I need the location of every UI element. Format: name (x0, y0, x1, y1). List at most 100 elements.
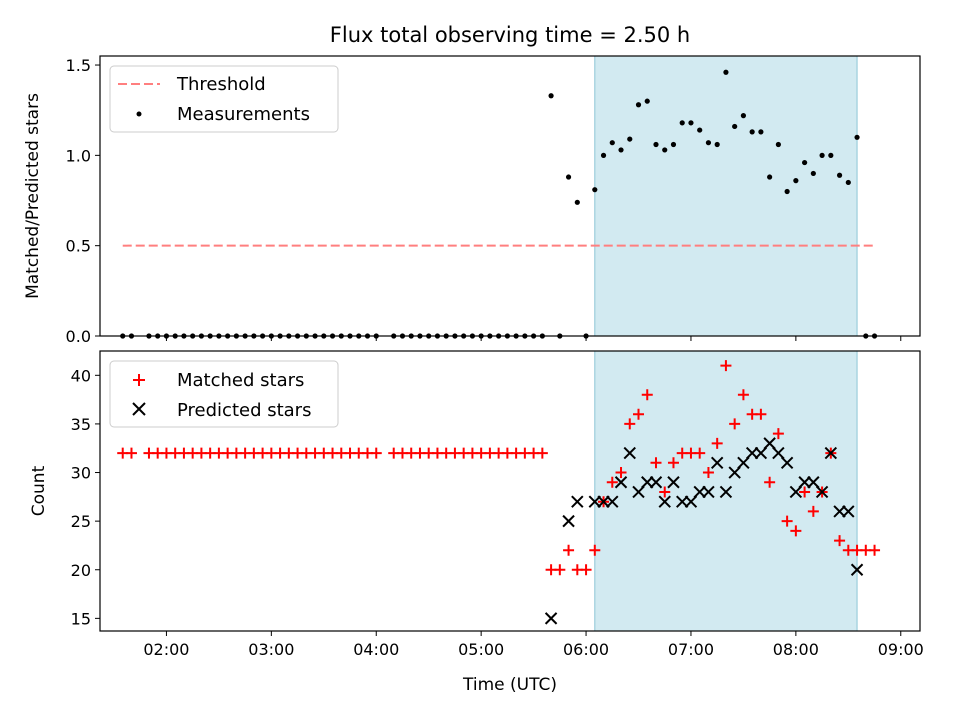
ratio-y-tick-label: 0.0 (66, 327, 91, 346)
ratio-y-tick-label: 1.5 (66, 56, 91, 75)
predicted-star-point (763, 437, 776, 450)
measurement-point (784, 188, 790, 195)
measurement-point (714, 141, 720, 148)
measurement-point (653, 141, 659, 148)
count-y-tick-label: 35 (71, 415, 91, 434)
count-y-tick-label: 20 (71, 561, 91, 580)
predicted-star-point (772, 446, 785, 460)
ratio-legend: Threshold Measurements (109, 65, 339, 133)
matched-star-point (720, 360, 732, 372)
x-tick-label: 07:00 (668, 640, 714, 659)
matched-star-point (711, 437, 723, 449)
matched-star-point (790, 525, 802, 537)
matched-star-point (781, 515, 793, 527)
predicted-star-point (623, 446, 636, 460)
measurement-point (758, 129, 764, 135)
measurement-point (592, 187, 598, 193)
matched-star-point (370, 447, 382, 459)
count-panel-frame (99, 350, 921, 632)
x-tick-label: 02:00 (143, 640, 189, 659)
measurement-point (767, 174, 773, 180)
measurement-point (635, 102, 642, 108)
measurement-point (688, 120, 694, 126)
measurement-point (600, 152, 607, 158)
predicted-star-point (684, 495, 698, 508)
matched-legend-label: Matched stars (177, 370, 304, 391)
measurement-point (723, 69, 729, 75)
predicted-star-point (789, 485, 803, 499)
threshold-legend-label: Threshold (176, 74, 266, 95)
measurement-point (802, 159, 808, 166)
predicted-star-point (815, 485, 829, 499)
measurement-point (697, 127, 703, 133)
ratio-legend-box (109, 65, 339, 133)
predicted-star-point (649, 476, 663, 489)
measurement-point (732, 123, 738, 130)
measurement-point (644, 98, 650, 104)
predicted-star-point (780, 456, 794, 470)
measurement-point (845, 179, 851, 186)
matched-star-point (694, 447, 706, 459)
count-y-tick-label: 40 (71, 366, 91, 385)
predicted-star-point (824, 446, 838, 460)
predicted-star-point (728, 466, 741, 479)
measurement-point (679, 120, 685, 126)
matched-star-point (799, 486, 811, 498)
measurement-point (574, 199, 580, 205)
matched-star-point (729, 418, 741, 430)
matched-star-point (834, 535, 846, 547)
measurement-point (793, 178, 799, 184)
measurement-point (627, 136, 633, 142)
count-panel-ylabel: Count (29, 465, 49, 516)
x-tick-label: 08:00 (773, 640, 819, 659)
measurement-point (618, 147, 624, 153)
predicted-star-point (632, 485, 645, 499)
measurement-point (565, 174, 572, 180)
matched-star-point (536, 447, 548, 459)
x-tick-label: 04:00 (353, 640, 399, 659)
measurement-point (828, 152, 834, 158)
matched-star-point (659, 486, 671, 498)
measurement-point (740, 113, 747, 119)
matched-star-point (615, 467, 627, 479)
predicted-legend-label: Predicted stars (177, 400, 311, 421)
predicted-star-point (754, 446, 768, 460)
predicted-star-point (562, 514, 575, 528)
measurement-point (609, 140, 615, 146)
x-tick-label: 05:00 (458, 640, 504, 659)
predicted-star-point (702, 485, 715, 499)
ratio-observing-span (594, 55, 858, 337)
matched-star-point (633, 408, 645, 420)
ratio-y-tick-label: 0.5 (66, 237, 91, 256)
predicted-star-point (842, 505, 855, 518)
measurement-point (819, 152, 825, 158)
measurement-point (749, 129, 755, 135)
count-y-tick-label: 25 (71, 512, 91, 531)
chart-title: Flux total observing time = 2.50 h (330, 23, 690, 47)
matched-star-point (624, 418, 636, 430)
matched-star-point (589, 544, 601, 556)
matched-star-point (606, 476, 618, 488)
matched-star-point (702, 467, 714, 479)
predicted-star-point (807, 476, 820, 489)
measurements-legend-label: Measurements (177, 104, 310, 125)
predicted-star-point (544, 612, 558, 625)
count-panel: 02:00 03:00 04:00 05:00 06:00 07:00 08:00 09:00… (29, 350, 924, 695)
matched-star-point (650, 457, 662, 469)
predicted-star-point (719, 485, 733, 499)
predicted-star-point (710, 456, 724, 470)
matched-star-point (667, 457, 679, 469)
measurement-point (670, 141, 677, 148)
matched-star-point (737, 389, 749, 401)
count-legend-box (109, 360, 339, 428)
matched-star-point (755, 408, 767, 420)
matched-star-point (125, 447, 137, 459)
count-y-tick-label: 15 (71, 609, 91, 628)
predicted-star-point (850, 563, 864, 576)
matched-star-point (764, 476, 776, 488)
measurement-point (662, 147, 668, 153)
measurement-point (854, 134, 860, 140)
measurements-legend-swatch (136, 111, 142, 117)
predicted-star-point (667, 476, 680, 489)
